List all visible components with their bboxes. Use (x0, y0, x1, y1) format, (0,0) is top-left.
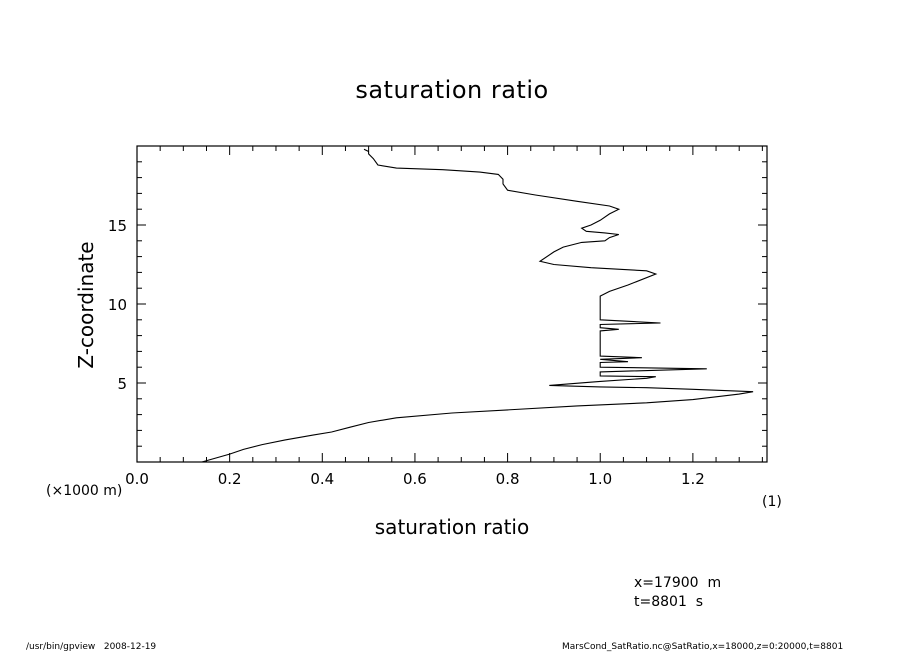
x-axis-label: saturation ratio (374, 515, 530, 539)
y-tick-label: 5 (117, 375, 127, 393)
footer-program-date: /usr/bin/gpview 2008-12-19 (26, 642, 157, 652)
plot-frame (136, 145, 768, 463)
x-axis-unit: (1) (762, 494, 782, 510)
x-tick-label: 0.2 (218, 470, 242, 488)
x-tick-label: 0.8 (496, 470, 520, 488)
y-tick-label: 10 (108, 296, 127, 314)
y-axis-ticks: 5 10 15 (108, 145, 767, 463)
info-time: t=8801 s (634, 594, 704, 610)
saturation-ratio-series-line (201, 148, 754, 463)
x-tick-label: 0.0 (125, 470, 149, 488)
chart-title: saturation ratio (355, 76, 549, 104)
info-x-position: x=17900 m (634, 575, 722, 591)
y-tick-label: 15 (108, 217, 127, 235)
x-tick-label: 1.0 (588, 470, 612, 488)
y-axis-label: Z-coordinate (74, 241, 98, 369)
x-axis-ticks: 0.0 0.2 0.4 0.6 0.8 1.0 1.2 (125, 146, 763, 488)
footer-data-source: MarsCond_SatRatio.nc@SatRatio,x=18000,z=… (562, 642, 844, 652)
x-tick-label: 0.6 (403, 470, 427, 488)
y-axis-unit: (×1000 m) (46, 483, 123, 499)
x-tick-label: 1.2 (681, 470, 705, 488)
x-tick-label: 0.4 (310, 470, 334, 488)
